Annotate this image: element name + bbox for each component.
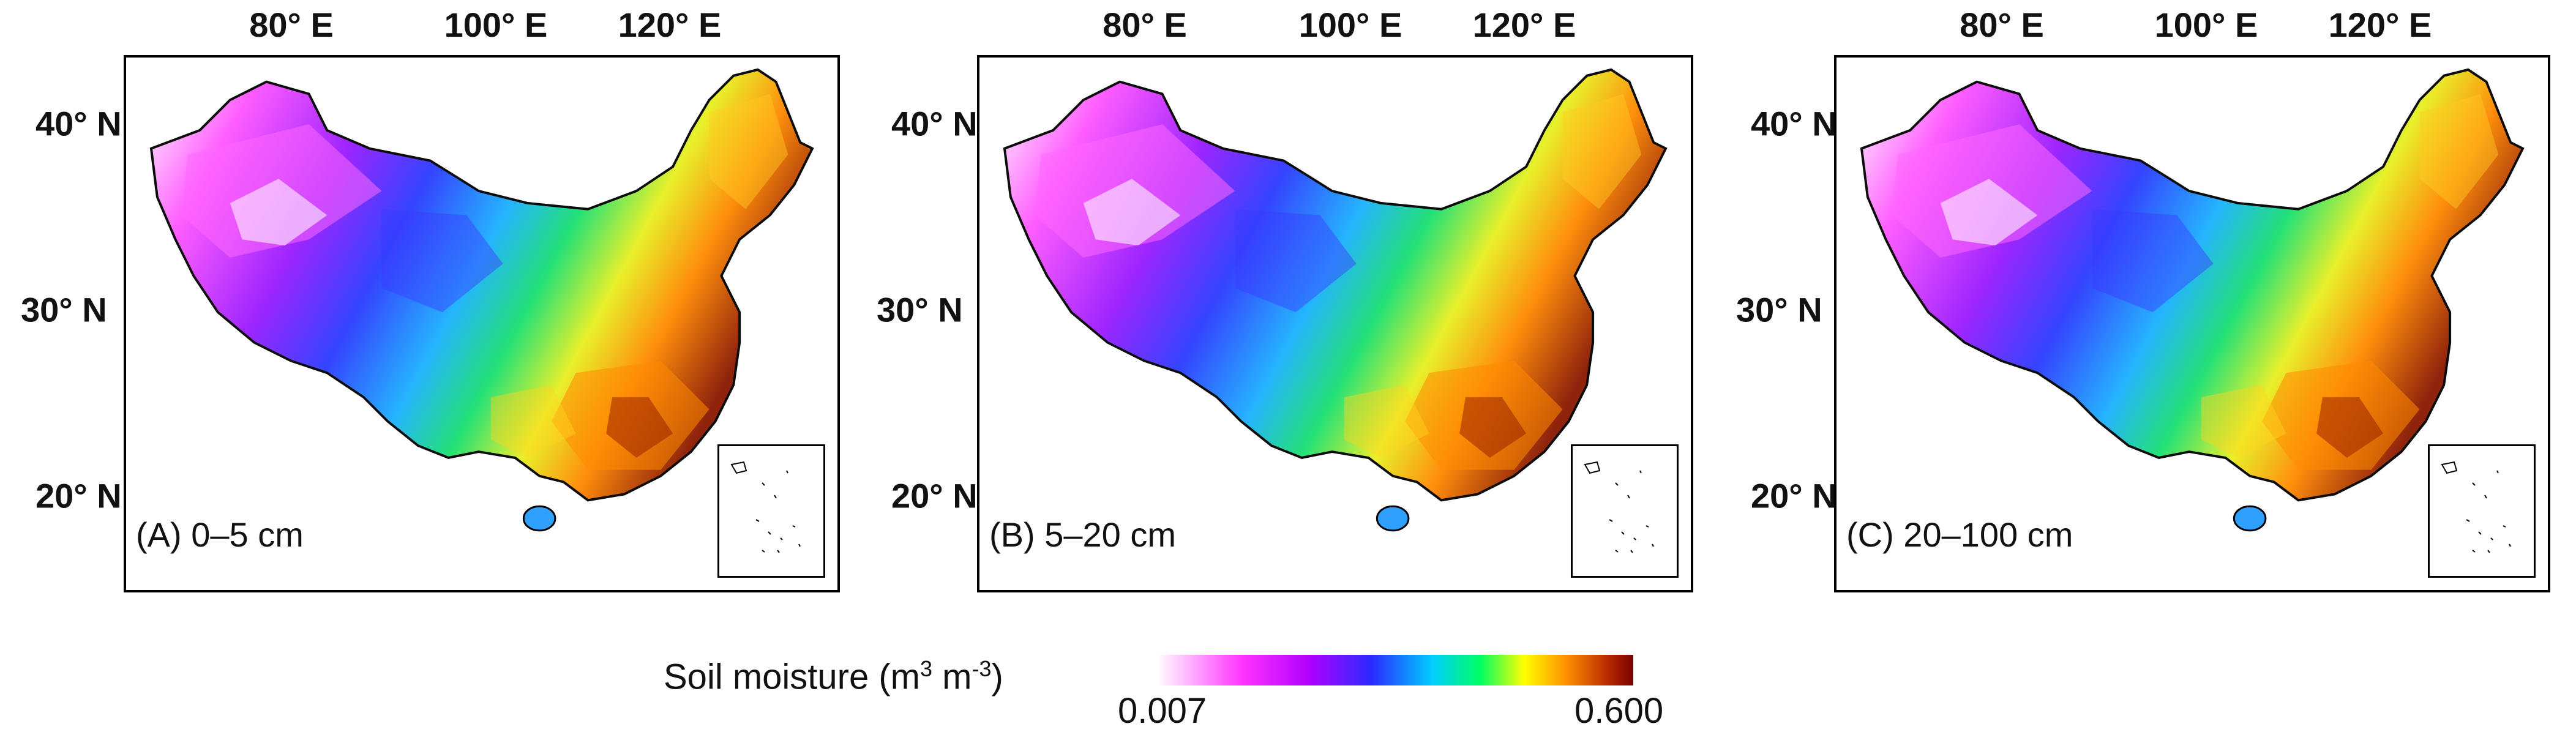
south-china-sea-inset-c (2428, 444, 2536, 578)
lat-tick-40: 40° N (1751, 104, 1837, 143)
panel-label-b: (B) 5–20 cm (989, 515, 1176, 554)
colorbar (1157, 655, 1633, 685)
lat-tick-30: 30° N (1736, 290, 1822, 329)
lat-tick-40: 40° N (891, 104, 978, 143)
lat-tick-30: 30° N (877, 290, 963, 329)
map-panel-c: (C) 20–100 cm (1834, 55, 2550, 592)
lon-tick-80: 80° E (1960, 6, 2044, 44)
colorbar-max-label: 0.600 (1574, 691, 1664, 731)
panel-label-a: (A) 0–5 cm (136, 515, 304, 554)
legend-title: Soil moisture (m3 m-3) (664, 656, 1003, 697)
lat-tick-20: 20° N (891, 476, 978, 515)
lon-tick-80: 80° E (1103, 6, 1187, 44)
lon-tick-120: 120° E (618, 6, 722, 44)
colorbar-min-label: 0.007 (1118, 691, 1207, 731)
lon-tick-100: 100° E (444, 6, 548, 44)
lon-tick-80: 80° E (249, 6, 334, 44)
lat-tick-40: 40° N (36, 104, 122, 143)
lon-tick-120: 120° E (1472, 6, 1576, 44)
map-panel-b: (B) 5–20 cm (977, 55, 1693, 592)
south-china-sea-inset-b (1571, 444, 1679, 578)
lon-tick-100: 100° E (2154, 6, 2258, 44)
lon-tick-120: 120° E (2328, 6, 2432, 44)
south-china-sea-inset-a (717, 444, 825, 578)
lat-tick-30: 30° N (21, 290, 107, 329)
lat-tick-20: 20° N (36, 476, 122, 515)
panel-label-c: (C) 20–100 cm (1846, 515, 2073, 554)
lat-tick-20: 20° N (1751, 476, 1837, 515)
lon-tick-100: 100° E (1298, 6, 1402, 44)
map-panel-a: (A) 0–5 cm (124, 55, 840, 592)
